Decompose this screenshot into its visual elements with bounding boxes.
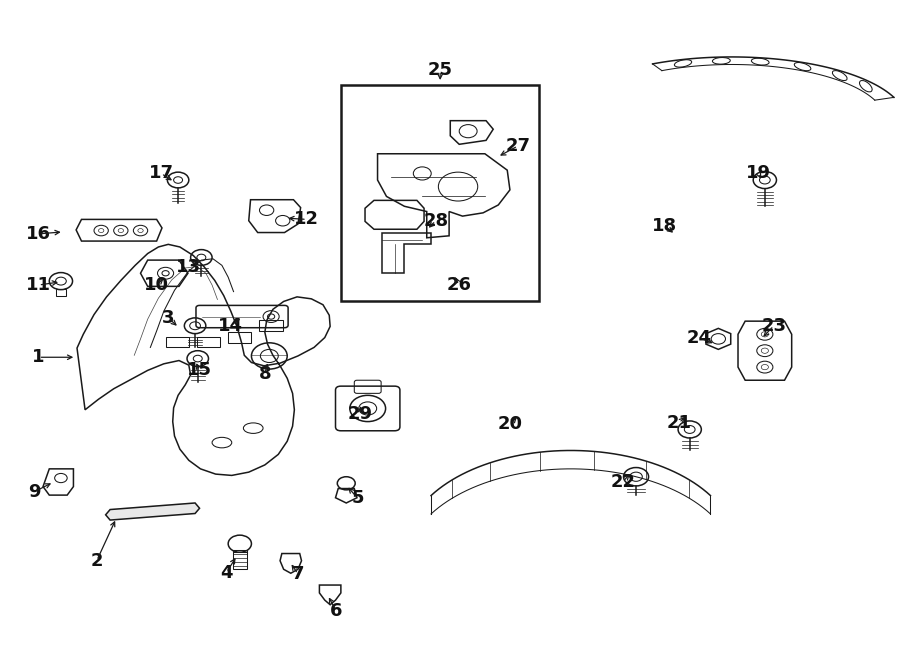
- Text: 28: 28: [423, 212, 448, 230]
- Bar: [341, 85, 539, 301]
- Text: 11: 11: [26, 276, 51, 294]
- Text: 13: 13: [176, 258, 202, 275]
- Text: 25: 25: [428, 62, 453, 79]
- Text: 27: 27: [506, 137, 530, 155]
- Text: 8: 8: [258, 365, 271, 383]
- Text: 24: 24: [686, 328, 711, 347]
- Text: 18: 18: [652, 217, 677, 235]
- Text: 10: 10: [144, 276, 169, 294]
- Text: 15: 15: [187, 361, 212, 379]
- Text: 17: 17: [148, 164, 174, 183]
- Text: 6: 6: [330, 602, 343, 620]
- Text: 2: 2: [90, 551, 103, 570]
- Text: 16: 16: [26, 225, 51, 243]
- Text: 14: 14: [219, 316, 243, 335]
- Text: 29: 29: [348, 405, 374, 424]
- Text: 1: 1: [32, 348, 45, 366]
- Text: 3: 3: [162, 309, 175, 327]
- Text: 22: 22: [610, 473, 635, 491]
- Text: 21: 21: [667, 414, 691, 432]
- Text: 9: 9: [28, 483, 40, 501]
- Text: 4: 4: [220, 563, 232, 582]
- Text: 19: 19: [746, 164, 771, 183]
- Text: 12: 12: [294, 211, 320, 228]
- Text: 23: 23: [761, 316, 787, 335]
- Text: 20: 20: [498, 415, 522, 433]
- Text: 7: 7: [292, 565, 304, 583]
- Text: 5: 5: [352, 489, 365, 507]
- Text: 26: 26: [446, 276, 472, 294]
- Polygon shape: [105, 503, 200, 520]
